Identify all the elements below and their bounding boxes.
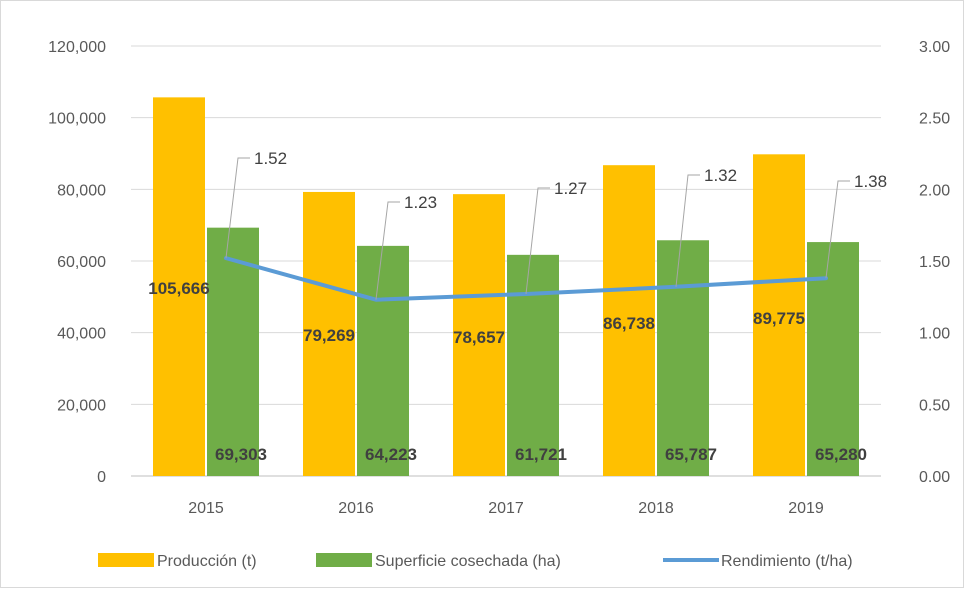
bar-superficie — [657, 240, 709, 476]
y-right-tick-label: 2.00 — [919, 182, 950, 199]
data-label-produccion: 86,738 — [603, 314, 655, 333]
leader-line — [825, 180, 850, 279]
y-left-tick-label: 20,000 — [57, 397, 106, 414]
bar-superficie — [507, 254, 559, 476]
data-label-produccion: 78,657 — [453, 328, 505, 347]
y-right-tick-label: 0.50 — [919, 397, 950, 414]
y-right-tick-label: 3.00 — [919, 39, 950, 56]
legend-swatch-superficie — [316, 553, 372, 567]
y-left-tick-label: 100,000 — [48, 111, 106, 128]
data-label-superficie: 65,787 — [665, 445, 717, 464]
data-label-rendimiento: 1.23 — [404, 193, 437, 212]
data-label-produccion: 89,775 — [753, 309, 805, 328]
bar-superficie — [207, 227, 259, 476]
x-tick-label: 2016 — [338, 500, 374, 517]
legend-label-rendimiento: Rendimiento (t/ha) — [721, 553, 853, 570]
data-label-produccion: 105,666 — [148, 279, 209, 298]
y-left-tick-label: 80,000 — [57, 182, 106, 199]
x-tick-label: 2015 — [188, 500, 224, 517]
bar-produccion — [603, 165, 655, 476]
legend-label-superficie: Superficie cosechada (ha) — [375, 553, 561, 570]
data-label-rendimiento: 1.32 — [704, 166, 737, 185]
y-left-tick-label: 120,000 — [48, 39, 106, 56]
bar-superficie — [357, 245, 409, 476]
data-label-produccion: 79,269 — [303, 326, 355, 345]
y-left-tick-label: 60,000 — [57, 254, 106, 271]
bar-produccion — [453, 194, 505, 476]
y-right-tick-label: 1.50 — [919, 254, 950, 271]
data-label-superficie: 65,280 — [815, 445, 867, 464]
legend-label-produccion: Producción (t) — [157, 553, 257, 570]
y-right-tick-label: 2.50 — [919, 111, 950, 128]
x-tick-label: 2017 — [488, 500, 524, 517]
data-label-superficie: 69,303 — [215, 445, 267, 464]
bar-superficie — [807, 242, 859, 476]
leader-line — [675, 174, 700, 287]
bar-produccion — [153, 97, 205, 477]
legend-swatch-produccion — [98, 553, 154, 567]
data-label-rendimiento: 1.38 — [854, 172, 887, 191]
x-tick-label: 2019 — [788, 500, 824, 517]
leader-line — [375, 201, 400, 300]
data-label-rendimiento: 1.27 — [554, 179, 587, 198]
y-left-tick-label: 0 — [97, 469, 106, 486]
y-right-tick-label: 0.00 — [919, 469, 950, 486]
bar-produccion — [753, 154, 805, 476]
bar-produccion — [303, 191, 355, 476]
data-label-superficie: 61,721 — [515, 445, 567, 464]
y-right-tick-label: 1.00 — [919, 326, 950, 343]
x-tick-label: 2018 — [638, 500, 674, 517]
leader-line — [225, 157, 250, 259]
leader-line — [525, 187, 550, 295]
y-left-tick-label: 40,000 — [57, 326, 106, 343]
data-label-rendimiento: 1.52 — [254, 149, 287, 168]
data-label-superficie: 64,223 — [365, 445, 417, 464]
